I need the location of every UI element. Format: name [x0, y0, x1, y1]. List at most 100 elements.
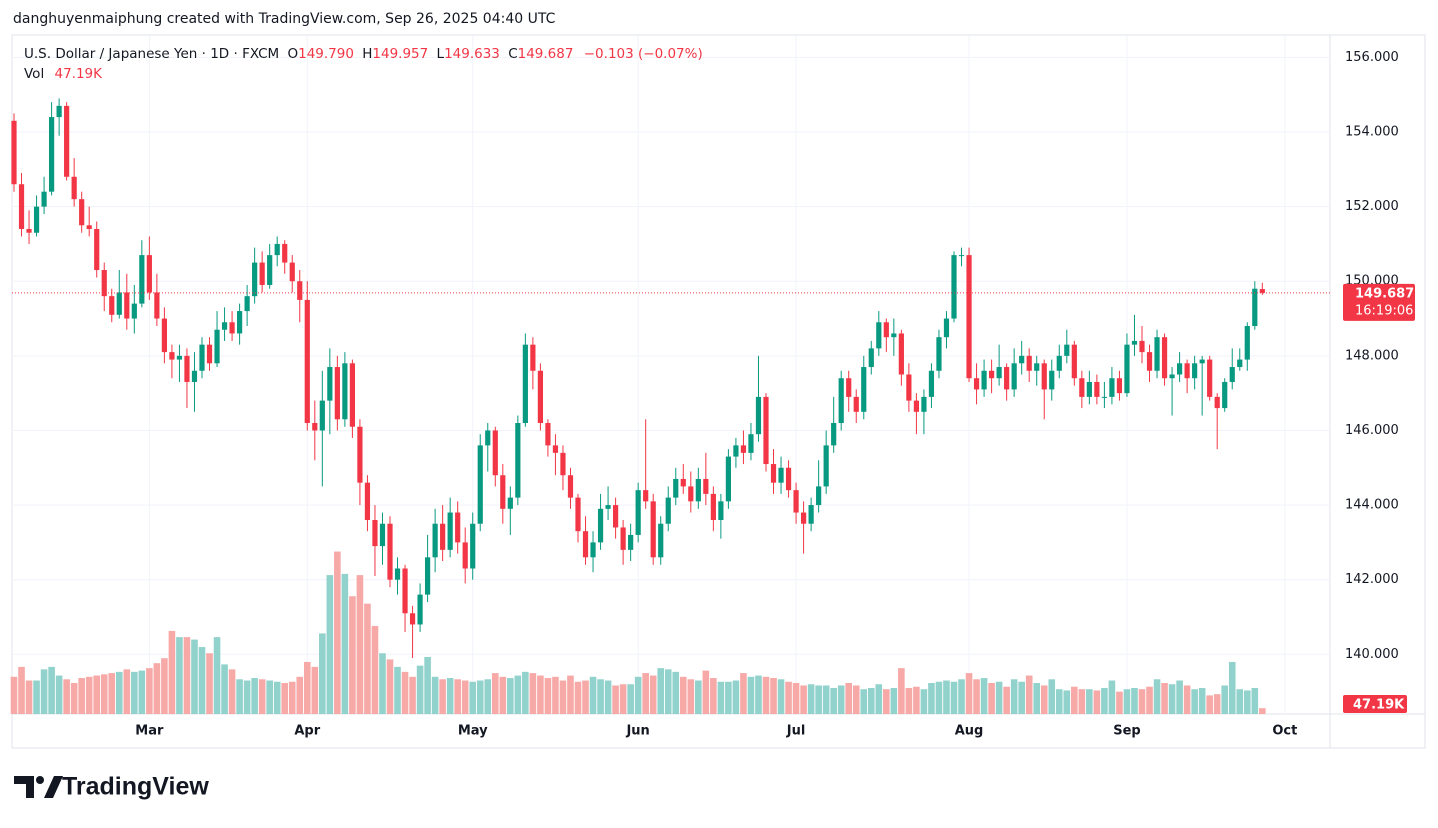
- volume-bar: [732, 680, 740, 714]
- volume-bar: [822, 685, 830, 714]
- volume-legend: Vol 47.19K: [24, 66, 103, 82]
- y-tick-label: 154.000: [1345, 125, 1399, 140]
- candle-body: [643, 490, 649, 502]
- legend-line: U.S. Dollar / Japanese Yen · 1D · FXCM O…: [24, 46, 703, 62]
- volume-bar: [364, 603, 371, 714]
- candle-body: [109, 296, 115, 315]
- volume-value: 47.19K: [55, 66, 104, 82]
- candle-body: [973, 378, 980, 390]
- candle-body: [567, 475, 574, 498]
- candle-body: [124, 292, 130, 319]
- candle-body: [1056, 355, 1062, 371]
- candle-body: [342, 363, 348, 420]
- volume-bar: [1040, 685, 1048, 714]
- candle-body: [673, 478, 679, 498]
- candle-body: [913, 400, 919, 412]
- volume-bar: [424, 656, 431, 714]
- candle-body: [199, 344, 205, 371]
- volume-bar: [1116, 691, 1123, 714]
- volume-bar: [544, 678, 552, 714]
- candle-body: [605, 505, 611, 509]
- volume-bar: [1108, 680, 1116, 714]
- chart-frame: [11, 34, 1426, 749]
- candle-body: [312, 423, 318, 431]
- candle-body: [951, 255, 957, 319]
- volume-bar: [439, 679, 446, 714]
- candle-body: [349, 363, 355, 427]
- candle-body: [1004, 367, 1010, 390]
- candle-body: [139, 255, 145, 304]
- candle-body: [936, 337, 942, 371]
- candle-body: [891, 333, 897, 338]
- volume-bar: [206, 653, 213, 714]
- candle-body: [11, 120, 17, 185]
- candle-body: [252, 262, 258, 297]
- volume-bar: [386, 659, 394, 714]
- volume-bar: [920, 689, 928, 714]
- volume-bar: [311, 666, 319, 714]
- candle-body: [1154, 337, 1160, 371]
- volume-bar: [657, 668, 665, 714]
- candle-body: [49, 117, 55, 192]
- candle-body: [394, 568, 401, 580]
- candle-body: [33, 206, 40, 233]
- volume-bar: [1003, 686, 1010, 714]
- candle-body: [1161, 337, 1168, 379]
- low-value: 149.633: [444, 46, 500, 62]
- volume-bar: [507, 678, 514, 714]
- candle-body: [154, 292, 160, 319]
- volume-bar: [334, 551, 341, 714]
- candle-body: [522, 344, 528, 423]
- candle-body: [620, 527, 626, 550]
- candle-body: [635, 490, 641, 535]
- candle-body: [876, 322, 882, 349]
- volume-bar: [928, 683, 935, 714]
- candle-body: [846, 378, 852, 397]
- x-tick-label: Apr: [294, 724, 320, 739]
- last-price-label: 149.687: [1355, 286, 1414, 301]
- volume-bar: [319, 633, 326, 714]
- candle-body: [191, 370, 198, 382]
- candle-body: [1064, 344, 1070, 356]
- volume-bar: [627, 684, 634, 714]
- volume-bar: [446, 678, 454, 714]
- volume-bar: [559, 680, 567, 714]
- candle-body: [131, 303, 137, 319]
- candle-body: [650, 501, 656, 558]
- volume-bar: [537, 675, 544, 714]
- candle-body: [101, 270, 107, 297]
- candle-body: [725, 456, 731, 502]
- candle-body: [560, 452, 566, 476]
- volume-bar: [213, 637, 221, 714]
- volume-bar: [461, 680, 469, 714]
- candle-body: [1071, 344, 1077, 379]
- candle-body: [1222, 381, 1228, 409]
- volume-axis-box: [1343, 695, 1407, 713]
- candle-body: [597, 508, 604, 543]
- volume-bar: [522, 671, 529, 714]
- candle-body: [883, 322, 889, 338]
- logo-text: TradingView: [62, 773, 209, 801]
- volume-bar: [349, 596, 356, 714]
- volume-bar: [995, 681, 1003, 714]
- candle-body: [334, 367, 340, 420]
- candle-body: [590, 542, 596, 558]
- volume-bar: [183, 637, 191, 714]
- volume-bar: [48, 666, 55, 714]
- candle-body: [372, 520, 378, 547]
- volume-bar: [807, 684, 815, 714]
- candle-body: [921, 396, 927, 412]
- candle-body: [1079, 378, 1085, 397]
- volume-bar: [664, 669, 672, 714]
- volume-bar: [950, 681, 958, 714]
- candle-body: [575, 497, 581, 532]
- volume-bar: [567, 675, 574, 714]
- candle-body: [928, 370, 935, 397]
- candle-body: [748, 434, 754, 453]
- close-value: 149.687: [518, 46, 574, 62]
- candle-body: [763, 396, 769, 465]
- candle-body: [981, 370, 987, 390]
- volume-bar: [777, 679, 785, 714]
- candle-body: [1184, 363, 1190, 379]
- candle-body: [943, 318, 950, 338]
